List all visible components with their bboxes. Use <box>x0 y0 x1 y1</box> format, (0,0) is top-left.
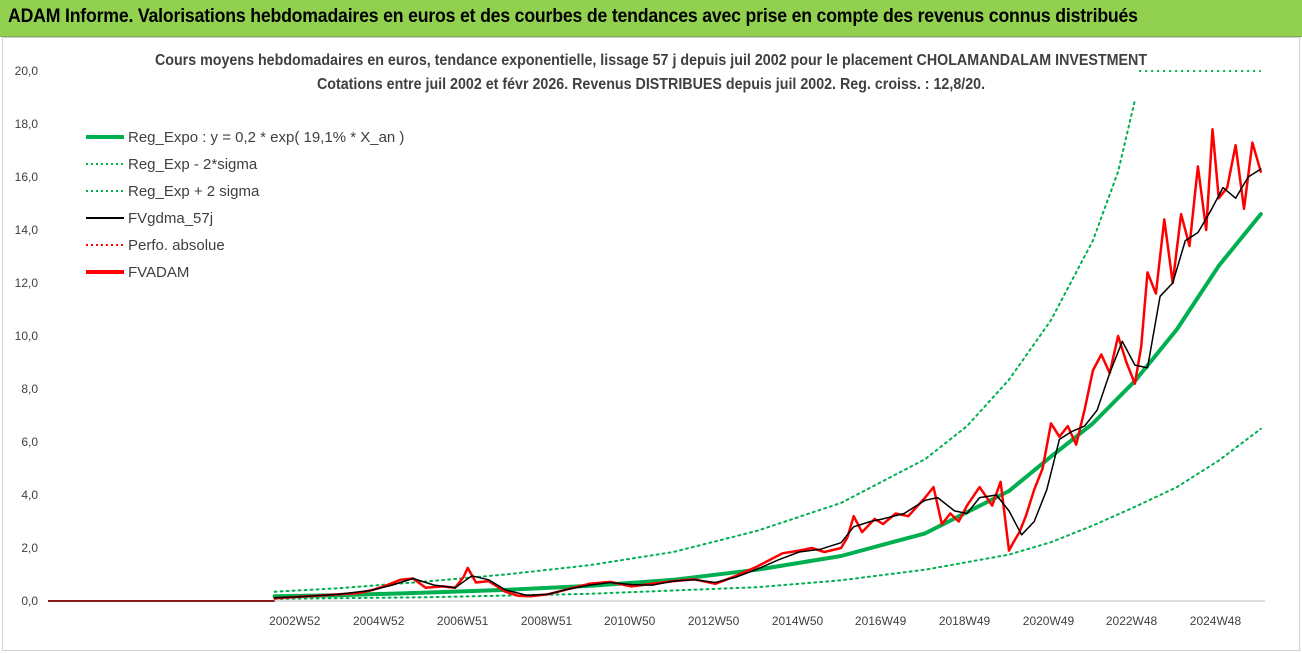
legend-label: FVADAM <box>128 264 189 281</box>
series-fvadam <box>273 128 1263 600</box>
x-tick-label: 2002W52 <box>269 614 321 628</box>
chart-title-line-1: Cours moyens hebdomadaires en euros, ten… <box>154 52 1148 69</box>
legend-label: Reg_Exp - 2*sigma <box>128 156 258 173</box>
legend-label: Reg_Expo : y = 0,2 * exp( 19,1% * X_an ) <box>128 129 404 146</box>
chart-frame <box>2 37 1300 651</box>
y-tick-label: 10,0 <box>15 329 39 343</box>
x-tick-label: 2020W49 <box>1023 614 1075 628</box>
y-tick-label: 20,0 <box>15 64 39 78</box>
y-tick-label: 12,0 <box>15 276 39 290</box>
series-reg-exp-plus-2sigma <box>273 99 1136 593</box>
report-title: ADAM Informe. Valorisations hebdomadaire… <box>8 6 1138 27</box>
legend-label: Reg_Exp + 2 sigma <box>128 183 260 200</box>
y-tick-label: 16,0 <box>15 170 39 184</box>
x-tick-label: 2010W50 <box>604 614 656 628</box>
chart-title-line-2: Cotations entre juil 2002 et févr 2026. … <box>316 76 986 93</box>
y-tick-label: 4,0 <box>21 488 38 502</box>
x-tick-label: 2014W50 <box>772 614 824 628</box>
x-tick-label: 2018W49 <box>939 614 991 628</box>
legend-label: FVgdma_57j <box>128 210 213 227</box>
report-banner: ADAM Informe. Valorisations hebdomadaire… <box>0 0 1302 37</box>
series-layer <box>48 70 1263 602</box>
y-tick-label: 0,0 <box>21 594 38 608</box>
x-tick-label: 2006W51 <box>437 614 489 628</box>
y-tick-label: 18,0 <box>15 117 39 131</box>
x-tick-label: 2012W50 <box>688 614 740 628</box>
y-tick-label: 8,0 <box>21 382 38 396</box>
x-tick-label: 2008W51 <box>521 614 573 628</box>
legend-label: Perfo. absolue <box>128 237 225 254</box>
y-tick-label: 14,0 <box>15 223 39 237</box>
y-tick-label: 6,0 <box>21 435 38 449</box>
axes-layer: 0,0 2,0 4,0 6,0 8,0 10,0 12,0 14,0 16,0 18,0 20,0 2… <box>15 64 1265 628</box>
x-tick-label: 2004W52 <box>353 614 405 628</box>
series-reg-exp-minus-2sigma <box>273 427 1262 600</box>
x-tick-label: 2022W48 <box>1106 614 1158 628</box>
y-tick-label: 2,0 <box>21 541 38 555</box>
series-reg-expo <box>272 212 1263 599</box>
chart-legend: Reg_Expo : y = 0,2 * exp( 19,1% * X_an )… <box>86 129 404 281</box>
x-tick-label: 2016W49 <box>855 614 907 628</box>
x-tick-label: 2024W48 <box>1190 614 1242 628</box>
series-fvgdma-57j <box>273 168 1262 599</box>
